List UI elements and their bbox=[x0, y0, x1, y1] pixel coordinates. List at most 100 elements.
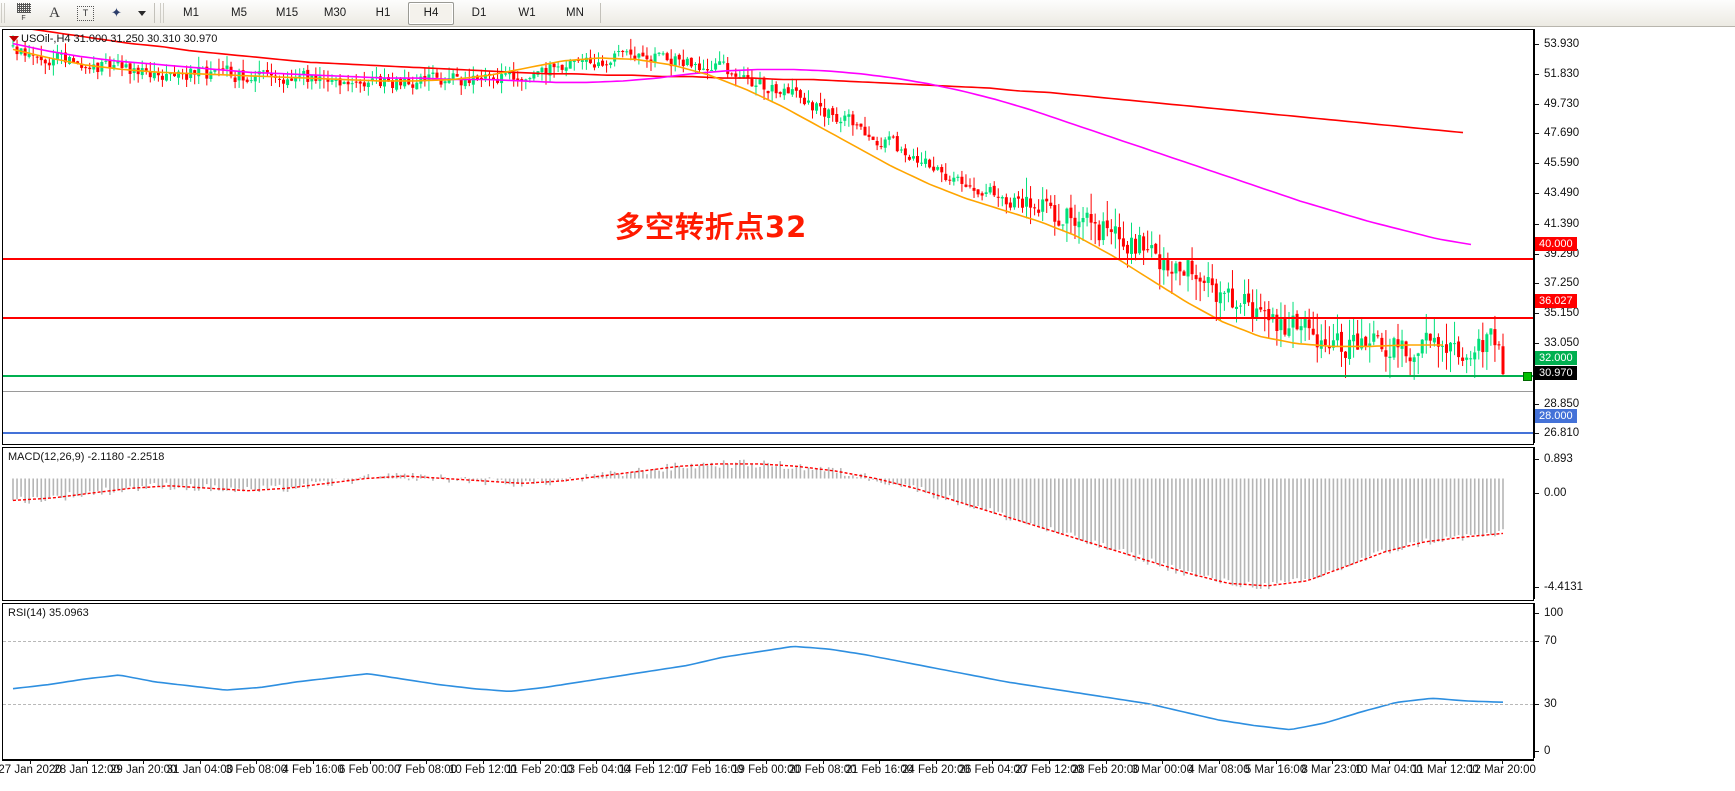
timeframe-h4[interactable]: H4 bbox=[408, 1, 454, 25]
rsi-tick-label-1: 70 bbox=[1544, 635, 1557, 647]
symbol-collapse-arrow-icon[interactable] bbox=[9, 36, 19, 42]
macd-tick-label-2: -4.4131 bbox=[1544, 581, 1584, 593]
time-tick-label-26: 12 Mar 20:00 bbox=[1468, 764, 1536, 776]
time-tick-mark bbox=[596, 760, 598, 764]
rsi-level-70 bbox=[3, 641, 1533, 642]
shapes-icon[interactable]: ✦ bbox=[111, 5, 122, 20]
rsi-tick-mark bbox=[1535, 613, 1539, 614]
price-tick-mark bbox=[1535, 43, 1539, 45]
macd-axis-line bbox=[1534, 447, 1535, 599]
price-tick-mark bbox=[1535, 133, 1539, 135]
rsi-axis-line bbox=[1534, 603, 1535, 758]
timeframe-m1[interactable]: M1 bbox=[183, 7, 199, 19]
rsi-level-30 bbox=[3, 704, 1533, 705]
macd-tick-mark bbox=[1535, 587, 1539, 588]
time-tick-mark bbox=[199, 760, 201, 764]
timeframe-drag-handle[interactable] bbox=[160, 3, 165, 23]
text-label-icon[interactable]: A bbox=[49, 4, 60, 21]
time-tick-label-19: 28 Feb 20:00 bbox=[1071, 764, 1140, 776]
time-tick-label-14: 20 Feb 08:00 bbox=[788, 764, 857, 776]
time-tick-mark bbox=[539, 760, 541, 764]
time-tick-label-20: 3 Mar 00:00 bbox=[1131, 764, 1193, 776]
time-tick-label-11: 14 Feb 12:00 bbox=[618, 764, 687, 776]
chart-area[interactable]: USOil-,H4 31.000 31.250 30.310 30.970 多空… bbox=[0, 27, 1735, 791]
level-line-32[interactable] bbox=[3, 375, 1533, 377]
chart-toolbar: F A T ✦ M1 M5 M15 M30 H1 H4 D1 W1 MN bbox=[0, 0, 1735, 27]
price-pane[interactable]: USOil-,H4 31.000 31.250 30.310 30.970 多空… bbox=[2, 29, 1534, 445]
level-line-40[interactable] bbox=[3, 258, 1533, 260]
price-tick-label-11: 28.850 bbox=[1544, 397, 1580, 410]
macd-tick-mark bbox=[1535, 493, 1539, 494]
price-tick-label-3: 47.690 bbox=[1544, 127, 1580, 140]
timeframe-h1[interactable]: H1 bbox=[375, 7, 391, 19]
time-tick-mark bbox=[1275, 760, 1277, 764]
time-tick-label-6: 6 Feb 00:00 bbox=[338, 764, 401, 776]
price-badge-36-027[interactable]: 36.027 bbox=[1535, 293, 1577, 308]
price-badge-40-000[interactable]: 40.000 bbox=[1535, 236, 1577, 251]
time-tick-mark bbox=[1388, 760, 1390, 764]
time-tick-label-3: 31 Jan 04:00 bbox=[166, 764, 234, 776]
macd-tick-label-1: 0.00 bbox=[1544, 487, 1567, 499]
time-tick-label-7: 7 Feb 08:00 bbox=[395, 764, 457, 776]
time-tick-mark bbox=[256, 760, 258, 764]
timeframe-m30[interactable]: M30 bbox=[323, 7, 347, 19]
time-tick-mark bbox=[1162, 760, 1164, 764]
rsi-axis[interactable]: 100 70 30 0 bbox=[1534, 603, 1733, 758]
price-axis[interactable]: 53.930 51.830 49.730 47.690 45.590 43.490 41.3… bbox=[1534, 29, 1733, 443]
timeframe-m15[interactable]: M15 bbox=[275, 7, 299, 19]
time-axis-line bbox=[2, 760, 1534, 761]
macd-axis[interactable]: 0.893 0.00 -4.4131 bbox=[1534, 447, 1733, 599]
time-tick-label-24: 10 Mar 04:00 bbox=[1354, 764, 1423, 776]
time-tick-label-22: 5 Mar 16:00 bbox=[1244, 764, 1307, 776]
toolbar-drag-handle[interactable] bbox=[1, 3, 6, 23]
time-tick-label-10: 13 Feb 04:00 bbox=[562, 764, 631, 776]
time-tick-mark bbox=[935, 760, 937, 764]
time-tick-mark bbox=[369, 760, 371, 764]
rsi-tick-mark bbox=[1535, 751, 1539, 752]
time-tick-mark bbox=[426, 760, 428, 764]
timeframe-m5[interactable]: M5 bbox=[231, 7, 247, 19]
price-tick-mark bbox=[1535, 223, 1539, 225]
price-badge-28-000[interactable]: 28.000 bbox=[1535, 408, 1577, 423]
symbol-info-label: USOil-,H4 31.000 31.250 30.310 30.970 bbox=[21, 33, 218, 45]
timeframe-mn[interactable]: MN bbox=[566, 7, 584, 19]
price-badge-30-970[interactable]: 30.970 bbox=[1535, 366, 1577, 381]
level-32-anchor-handle[interactable] bbox=[1523, 372, 1532, 381]
chart-annotation-text[interactable]: 多空转折点32 bbox=[615, 210, 808, 244]
time-axis[interactable]: 27 Jan 2020 28 Jan 12:00 29 Jan 20:00 31 Ja… bbox=[0, 760, 1733, 782]
price-tick-label-12: 26.810 bbox=[1544, 426, 1580, 439]
price-tick-label-0: 53.930 bbox=[1544, 37, 1580, 50]
rsi-tick-label-3: 0 bbox=[1544, 745, 1551, 757]
price-tick-mark bbox=[1535, 282, 1539, 284]
time-tick-mark bbox=[1218, 760, 1220, 764]
macd-pane[interactable]: MACD(12,26,9) -2.1180 -2.2518 bbox=[2, 447, 1534, 601]
price-tick-mark bbox=[1535, 253, 1539, 255]
time-tick-mark bbox=[1332, 760, 1334, 764]
level-line-36027[interactable] bbox=[3, 317, 1533, 319]
rsi-tick-label-0: 100 bbox=[1544, 607, 1564, 619]
price-tick-label-5: 43.490 bbox=[1544, 187, 1580, 200]
time-tick-label-1: 28 Jan 12:00 bbox=[53, 764, 120, 776]
time-tick-label-9: 11 Feb 20:00 bbox=[506, 764, 573, 776]
time-tick-label-8: 10 Feb 12:00 bbox=[449, 764, 517, 776]
time-tick-mark bbox=[482, 760, 484, 764]
price-tick-label-9: 35.150 bbox=[1544, 307, 1580, 320]
time-tick-mark bbox=[822, 760, 824, 764]
rsi-pane[interactable]: RSI(14) 35.0963 bbox=[2, 603, 1534, 760]
shapes-dropdown-caret-icon[interactable] bbox=[133, 1, 149, 25]
price-badge-32-000[interactable]: 32.000 bbox=[1535, 351, 1577, 366]
time-tick-mark bbox=[1445, 760, 1447, 764]
time-tick-label-2: 29 Jan 20:00 bbox=[109, 764, 177, 776]
time-tick-mark bbox=[1502, 760, 1503, 764]
level-line-28[interactable] bbox=[3, 432, 1533, 434]
rsi-tick-mark bbox=[1535, 641, 1539, 642]
price-tick-mark bbox=[1535, 73, 1539, 75]
toolbar-divider-end bbox=[600, 3, 601, 23]
time-tick-label-21: 4 Mar 08:00 bbox=[1188, 764, 1250, 776]
macd-plot bbox=[12, 459, 1504, 590]
price-tick-mark bbox=[1535, 103, 1539, 105]
timeframe-w1[interactable]: W1 bbox=[518, 7, 536, 19]
crosshair-grid-icon[interactable]: F bbox=[9, 1, 38, 25]
timeframe-d1[interactable]: D1 bbox=[471, 7, 487, 19]
text-box-icon[interactable]: T bbox=[71, 1, 100, 25]
